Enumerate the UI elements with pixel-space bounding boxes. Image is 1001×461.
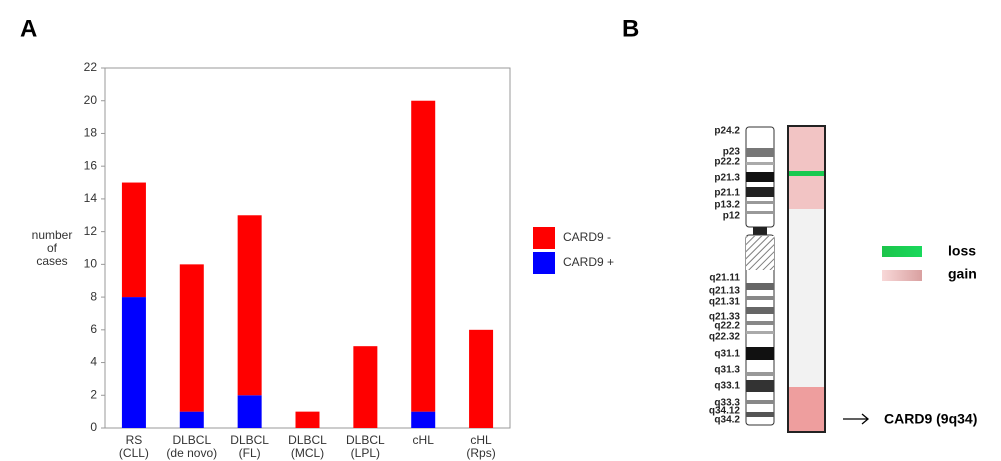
- x-tick-label: (CLL): [119, 446, 149, 460]
- y-axis-label: of: [47, 241, 58, 255]
- x-tick-label: DLBCL: [172, 433, 211, 447]
- band-label: q21.11: [709, 273, 740, 284]
- x-tick-label: DLBCL: [230, 433, 269, 447]
- bar-segment: [122, 183, 146, 298]
- y-tick-label: 12: [84, 224, 98, 238]
- band-label: p13.2: [714, 200, 740, 211]
- bar-segment: [122, 297, 146, 428]
- y-tick-label: 4: [90, 355, 97, 369]
- y-tick-label: 10: [84, 257, 98, 271]
- bar-segment: [353, 346, 377, 428]
- y-tick-label: 0: [90, 420, 97, 434]
- y-axis-label: number: [32, 228, 73, 242]
- x-tick-label: (Rps): [466, 446, 495, 460]
- x-tick-label: RS: [126, 433, 143, 447]
- legend-label: CARD9 -: [563, 230, 611, 244]
- legend-label: loss: [948, 243, 976, 259]
- bar-segment: [238, 215, 262, 395]
- bar-segment: [296, 412, 320, 428]
- y-tick-label: 16: [84, 158, 98, 172]
- x-tick-label: (de novo): [166, 446, 217, 460]
- band-label: q33.1: [714, 381, 740, 392]
- band-label: p22.2: [714, 157, 740, 168]
- chromosome-ideogram: [746, 126, 922, 432]
- y-tick-label: 6: [90, 322, 97, 336]
- legend-swatch: [533, 227, 555, 249]
- plot-frame: [105, 68, 510, 428]
- bar-segment: [180, 264, 204, 411]
- band-label: q21.31: [709, 297, 741, 308]
- legend-swatch: [533, 252, 555, 274]
- x-tick-label: cHL: [470, 433, 492, 447]
- bar-segment: [411, 101, 435, 412]
- panel-label: A: [20, 15, 37, 42]
- legend-label: CARD9 +: [563, 255, 614, 269]
- bar-segment: [469, 330, 493, 428]
- panel-label: B: [622, 15, 639, 42]
- annotation: CARD9 (9q34): [884, 411, 977, 427]
- y-axis-label: cases: [36, 254, 67, 268]
- x-tick-label: (LPL): [351, 446, 380, 460]
- band-label: q31.1: [714, 349, 740, 360]
- x-tick-label: cHL: [413, 433, 435, 447]
- x-tick-label: (MCL): [291, 446, 324, 460]
- bar-segment: [411, 412, 435, 428]
- band-label: p21.1: [714, 188, 740, 199]
- band-label: q34.2: [714, 415, 740, 426]
- band-label: p12: [723, 211, 741, 222]
- y-tick-label: 2: [90, 387, 97, 401]
- y-tick-label: 8: [90, 289, 97, 303]
- band-label: q31.3: [714, 365, 740, 376]
- legend-label: gain: [948, 266, 977, 282]
- x-tick-label: DLBCL: [346, 433, 385, 447]
- y-tick-label: 20: [84, 93, 98, 107]
- band-label: p24.2: [714, 126, 740, 137]
- figure: A B: [0, 0, 1001, 461]
- y-tick-label: 18: [84, 126, 98, 140]
- y-tick-label: 14: [84, 191, 98, 205]
- band-label: q22.2: [714, 321, 740, 332]
- x-tick-label: DLBCL: [288, 433, 327, 447]
- band-label: p21.3: [714, 173, 740, 184]
- y-tick-label: 22: [84, 60, 98, 74]
- bar-segment: [180, 412, 204, 428]
- x-tick-label: (FL): [239, 446, 261, 460]
- band-label: q21.13: [709, 286, 741, 297]
- bar-segment: [238, 395, 262, 428]
- band-label: q22.32: [709, 332, 741, 343]
